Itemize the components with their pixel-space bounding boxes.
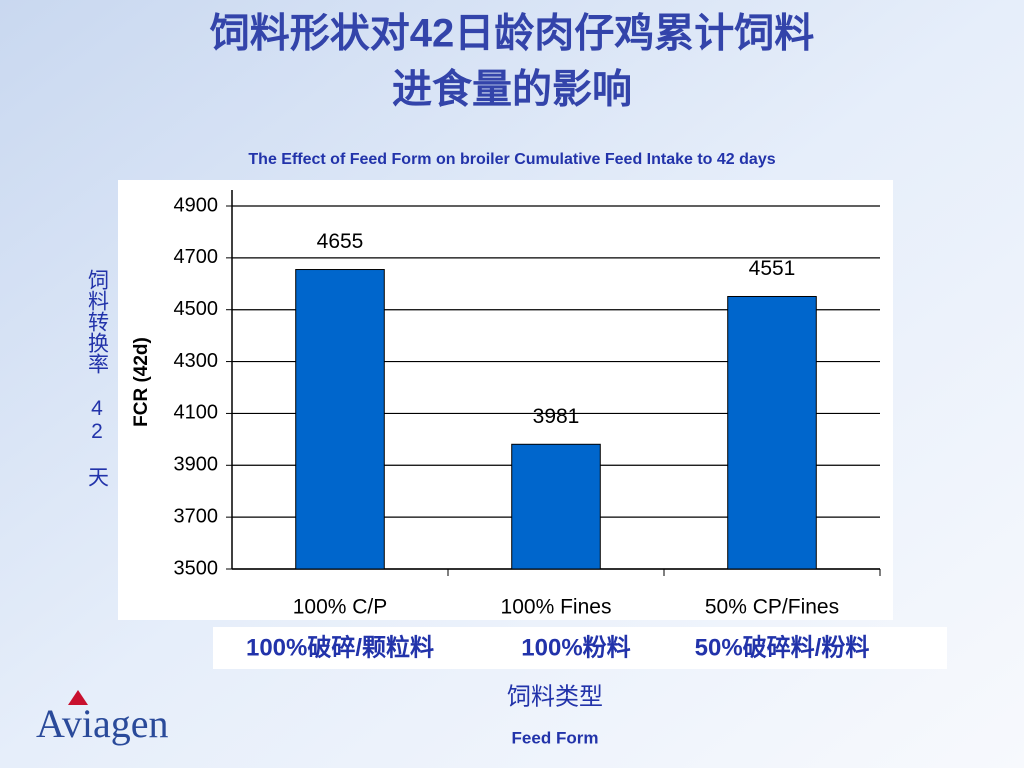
data-label: 3981 xyxy=(533,405,580,428)
bar xyxy=(295,269,385,570)
y-axis-label-cn: 饲料转换率 42 天 xyxy=(85,269,109,487)
chart-subtitle: The Effect of Feed Form on broiler Cumul… xyxy=(248,151,775,168)
chart-title: 饲料形状对42日龄肉仔鸡累计饲料 xyxy=(210,12,815,56)
y-tick-label: 4500 xyxy=(174,298,219,320)
y-axis-label: FCR (42d) xyxy=(131,337,152,427)
x-tick-label: 100% C/P xyxy=(293,596,388,619)
bar xyxy=(727,295,817,570)
y-tick-label: 4100 xyxy=(174,402,219,424)
data-label: 4655 xyxy=(317,230,364,253)
logo: Aviagen xyxy=(36,701,169,746)
x-tick-label-cn: 100%粉料 xyxy=(521,634,630,661)
y-tick-label: 3500 xyxy=(174,557,219,579)
bar xyxy=(511,443,601,570)
y-tick-label: 4300 xyxy=(174,350,219,372)
x-axis-label: Feed Form xyxy=(512,728,599,747)
x-tick-label-cn: 50%破碎料/粉料 xyxy=(695,633,870,661)
logo-mark xyxy=(68,690,88,705)
y-tick-label: 3900 xyxy=(174,454,219,476)
x-tick-label: 50% CP/Fines xyxy=(705,596,839,619)
x-tick-label-cn: 100%破碎/颗粒料 xyxy=(246,633,434,661)
y-tick-label: 4700 xyxy=(174,246,219,268)
y-tick-label: 3700 xyxy=(174,505,219,527)
x-tick-label: 100% Fines xyxy=(501,596,612,619)
chart-title: 进食量的影响 xyxy=(392,68,632,112)
cn-label-box xyxy=(213,627,947,669)
y-tick-label: 4900 xyxy=(174,194,219,216)
data-label: 4551 xyxy=(749,257,796,280)
x-axis-label-cn: 饲料类型 xyxy=(507,683,603,710)
